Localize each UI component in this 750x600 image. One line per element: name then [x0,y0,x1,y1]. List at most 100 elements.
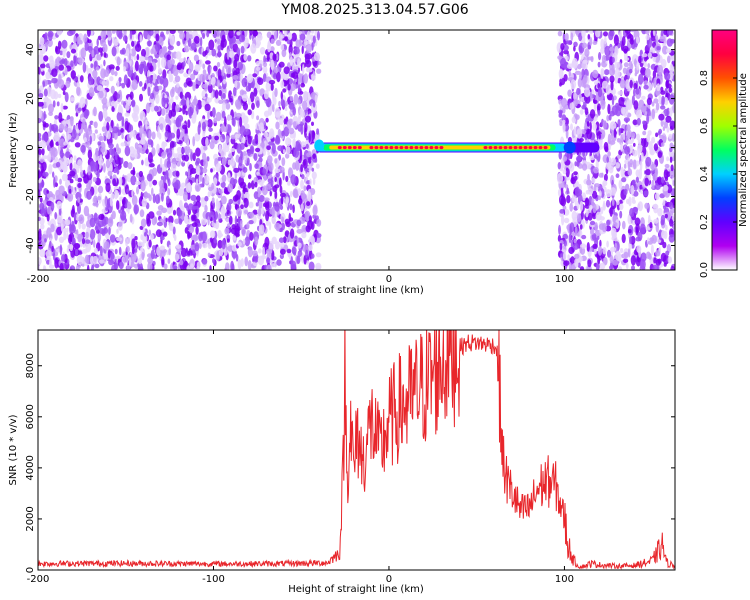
noise-point [559,209,565,214]
noise-point [560,43,565,51]
noise-point [664,213,668,219]
noise-point [227,183,233,193]
noise-point [139,209,145,218]
noise-point [669,218,674,227]
noise-point [74,52,78,57]
noise-point [597,245,603,256]
noise-point [257,255,265,266]
signal-peak [483,145,488,150]
signal-peak [357,145,362,150]
noise-point [253,153,258,161]
noise-point [114,71,118,77]
noise-point [573,171,578,176]
noise-point [630,30,637,33]
noise-point [664,163,670,169]
noise-point [88,185,91,190]
noise-point [622,106,629,117]
noise-point [76,85,81,96]
noise-point [105,206,109,211]
noise-point [270,82,274,91]
noise-point [287,83,291,91]
noise-point [265,117,269,123]
noise-point [130,175,137,186]
noise-point [230,227,237,235]
noise-point [284,106,288,112]
noise-point [192,152,196,162]
noise-point [253,176,259,185]
noise-point [263,197,270,202]
noise-point [168,222,174,231]
noise-point [138,170,143,178]
noise-point [124,145,131,157]
noise-point [189,263,194,270]
heatmap-x-axis: -200 -100 0 100 [27,30,574,285]
noise-point [632,119,638,126]
noise-point [275,53,279,61]
noise-point [242,102,248,111]
noise-point [43,88,48,97]
noise-point [297,242,302,249]
noise-point [255,202,259,207]
noise-point [561,214,565,226]
noise-point [243,53,248,61]
noise-point [315,163,320,169]
noise-point [576,161,580,167]
noise-point [247,246,253,258]
noise-point [305,249,309,259]
noise-point [162,231,168,237]
noise-point [164,130,169,138]
noise-point [188,226,195,234]
noise-point [242,238,246,245]
noise-point [41,155,48,160]
noise-point [568,70,571,77]
noise-point [261,142,265,148]
signal-peak [394,145,399,150]
noise-point [97,220,104,228]
y-tick-label: 8000 [25,353,36,378]
noise-point [146,213,150,225]
noise-point [178,218,183,225]
noise-point [218,248,224,257]
noise-point [176,146,183,154]
noise-point [94,129,98,134]
noise-point [622,130,626,141]
noise-point [304,53,310,60]
noise-point [252,73,258,78]
noise-point [567,254,570,260]
noise-point [297,84,301,94]
noise-point [304,115,312,123]
noise-point [242,115,249,125]
noise-point [654,192,660,201]
noise-point [161,108,166,116]
noise-point [185,171,188,176]
noise-point [65,151,71,159]
noise-point [583,74,588,84]
noise-point [131,79,138,91]
noise-point [218,89,222,97]
noise-point [274,87,278,98]
noise-point [285,153,290,159]
noise-point [664,72,671,81]
noise-point [573,175,578,181]
noise-point [632,159,637,170]
noise-point [222,92,226,99]
noise-point [241,77,248,88]
noise-point [557,55,563,60]
noise-point [663,184,669,192]
noise-point [256,100,260,108]
noise-point [300,179,304,190]
noise-point [51,124,58,132]
noise-point [633,30,640,39]
noise-point [86,128,93,136]
noise-point [174,179,181,190]
noise-point [557,95,563,101]
noise-point [48,103,54,114]
noise-point [609,121,617,130]
noise-point [573,242,579,250]
heatmap-signal-band [314,139,600,154]
noise-point [275,112,280,121]
noise-point [138,81,143,87]
noise-point [610,187,617,196]
noise-point [49,264,55,269]
noise-point [69,265,76,270]
